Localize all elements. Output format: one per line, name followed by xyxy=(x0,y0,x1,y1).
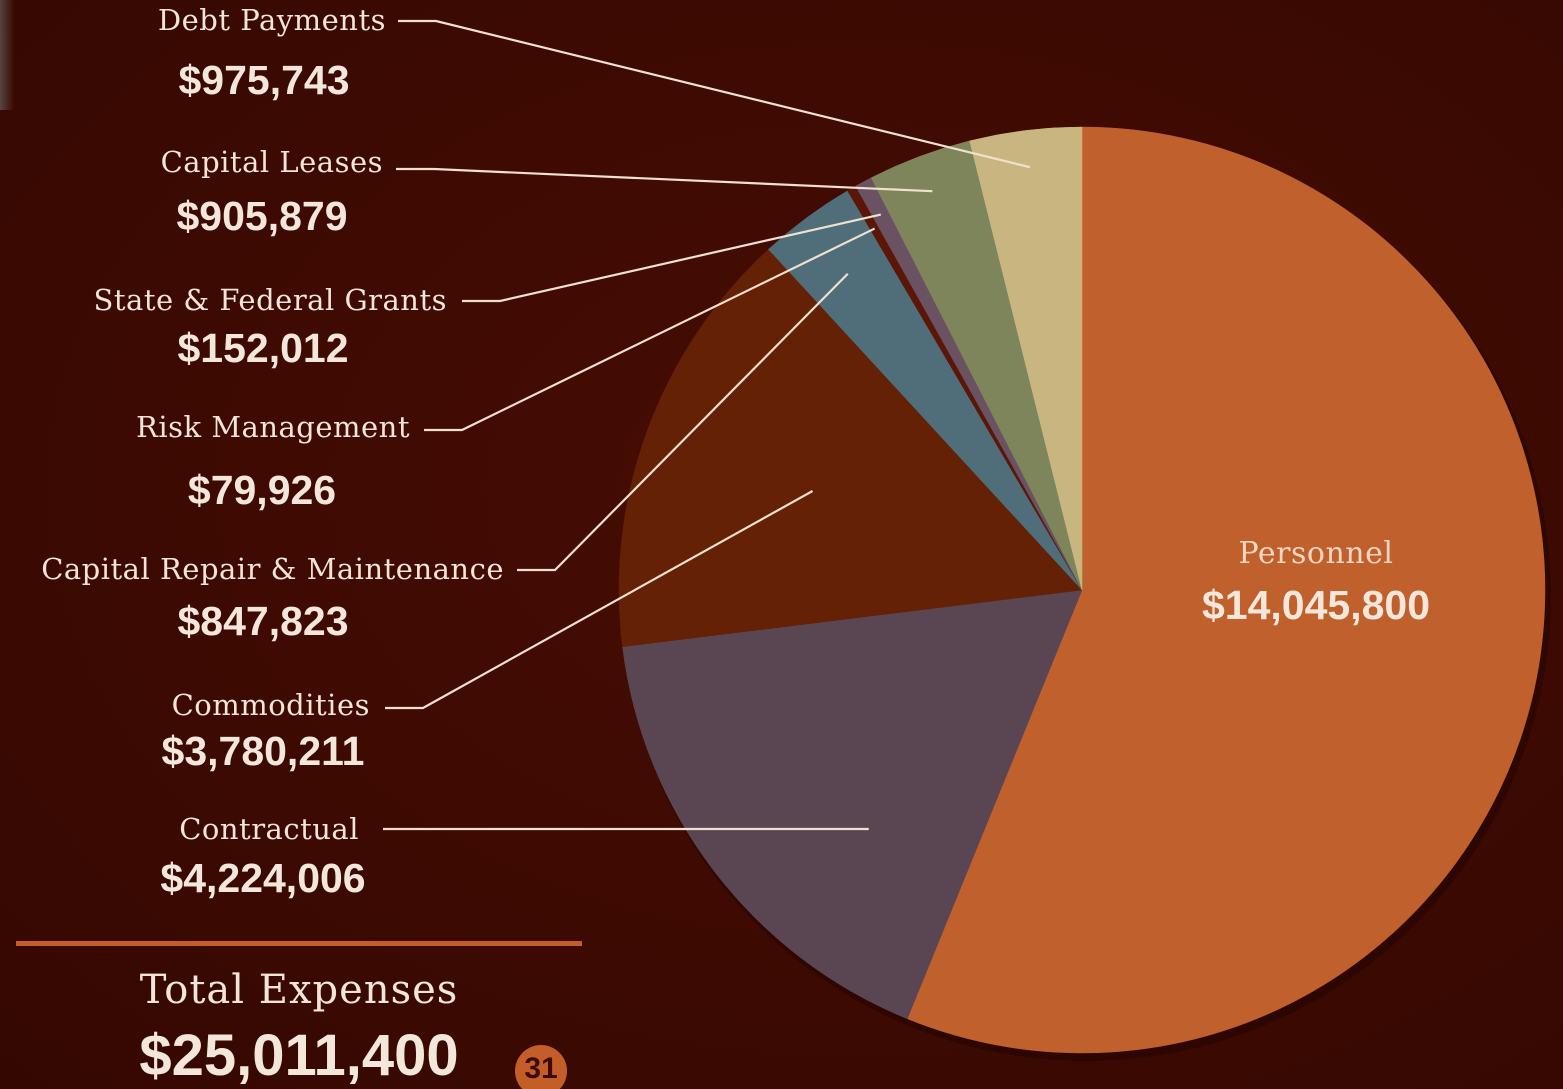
label-capital-repair-maintenance: Capital Repair & Maintenance xyxy=(41,552,504,586)
label-personnel: Personnel xyxy=(1238,536,1394,571)
value-commodities: $3,780,211 xyxy=(161,728,365,774)
leader-line-risk-management xyxy=(424,227,876,432)
label-state-federal-grants: State & Federal Grants xyxy=(93,283,447,317)
label-debt-payments: Debt Payments xyxy=(157,3,386,37)
total-expenses-label: Total Expenses xyxy=(139,967,459,1013)
leader-line-debt-payments xyxy=(398,19,1031,169)
page-number-badge: 31 xyxy=(515,1045,567,1089)
leader-line-capital-repair-maintenance xyxy=(517,272,849,572)
leader-line-capital-leases xyxy=(396,167,933,193)
label-contractual: Contractual xyxy=(179,812,359,846)
pie-slice-contractual xyxy=(622,589,1083,1020)
value-contractual: $4,224,006 xyxy=(160,855,366,901)
value-capital-repair-maintenance: $847,823 xyxy=(177,598,349,644)
value-debt-payments: $975,743 xyxy=(178,57,350,103)
value-state-federal-grants: $152,012 xyxy=(177,325,349,371)
pie-slice-personnel xyxy=(906,126,1546,1054)
pie-slice-commodities xyxy=(618,248,1083,647)
page-edge-shadow xyxy=(0,0,14,110)
label-commodities: Commodities xyxy=(171,688,370,722)
leader-line-state-federal-grants xyxy=(462,213,882,303)
total-expenses-value: $25,011,400 xyxy=(139,1023,459,1088)
label-capital-leases: Capital Leases xyxy=(160,145,383,179)
value-capital-leases: $905,879 xyxy=(176,193,348,239)
pie-slice-debt-payments xyxy=(969,126,1083,591)
label-risk-management: Risk Management xyxy=(136,410,410,444)
leader-line-commodities xyxy=(385,490,814,710)
value-risk-management: $79,926 xyxy=(187,467,337,513)
value-personnel: $14,045,800 xyxy=(1201,582,1431,628)
total-divider xyxy=(16,941,582,946)
